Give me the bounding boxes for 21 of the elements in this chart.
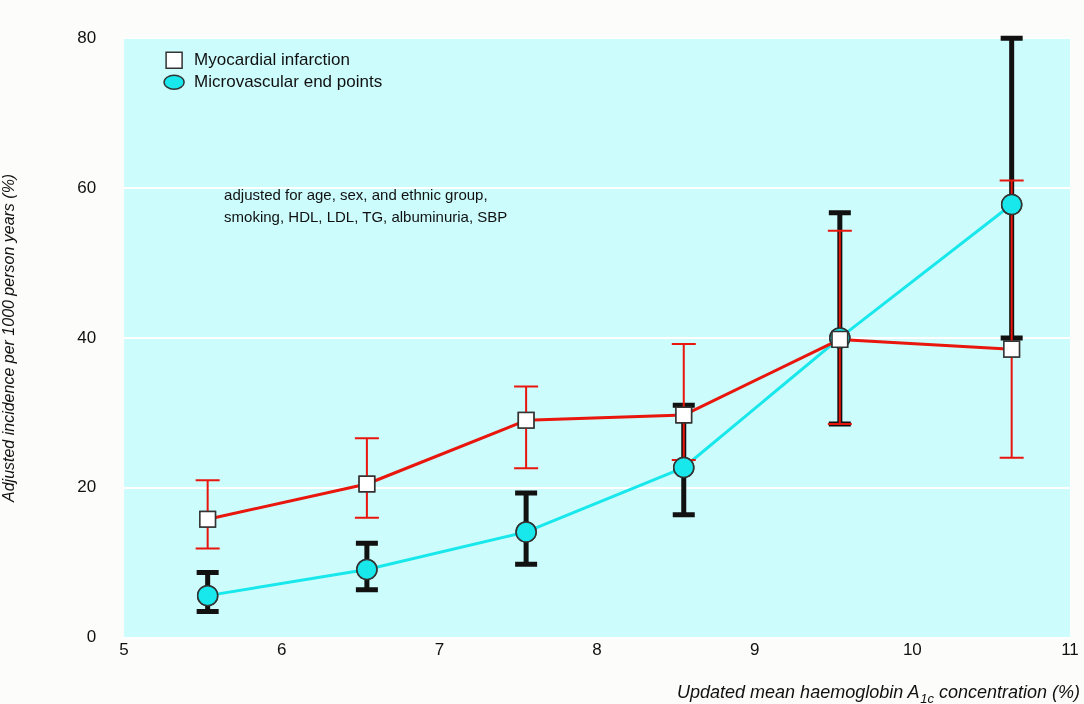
y-tick-label: 60 bbox=[77, 177, 97, 197]
legend-label: Microvascular end points bbox=[194, 71, 383, 91]
y-tick-label: 20 bbox=[77, 477, 97, 497]
x-tick-label: 7 bbox=[434, 640, 445, 660]
x-tick-label: 6 bbox=[277, 640, 287, 660]
point bbox=[356, 558, 378, 581]
y-tick-label: 40 bbox=[77, 327, 97, 347]
x-tick-label: 5 bbox=[119, 640, 129, 660]
point bbox=[1000, 193, 1023, 216]
annotation: adjusted for age, sex, and ethnic group, smoking, HDL, LDL, TG, albuminuria, SBP bbox=[224, 186, 508, 226]
y-axis-title: Adjusted incidence per 1000 person years (%) bbox=[0, 173, 18, 503]
x-tick-label: 8 bbox=[592, 640, 602, 660]
y-tick-label: 0 bbox=[86, 627, 97, 647]
legend-label: Myocardial infarction bbox=[194, 49, 351, 69]
y-tick-label: 80 bbox=[77, 27, 97, 47]
point bbox=[515, 521, 537, 543]
x-tick-label: 11 bbox=[1061, 640, 1079, 660]
x-tick-label: 10 bbox=[902, 640, 922, 660]
point bbox=[673, 456, 695, 479]
x-tick-label: 9 bbox=[749, 640, 760, 660]
point bbox=[196, 584, 219, 607]
